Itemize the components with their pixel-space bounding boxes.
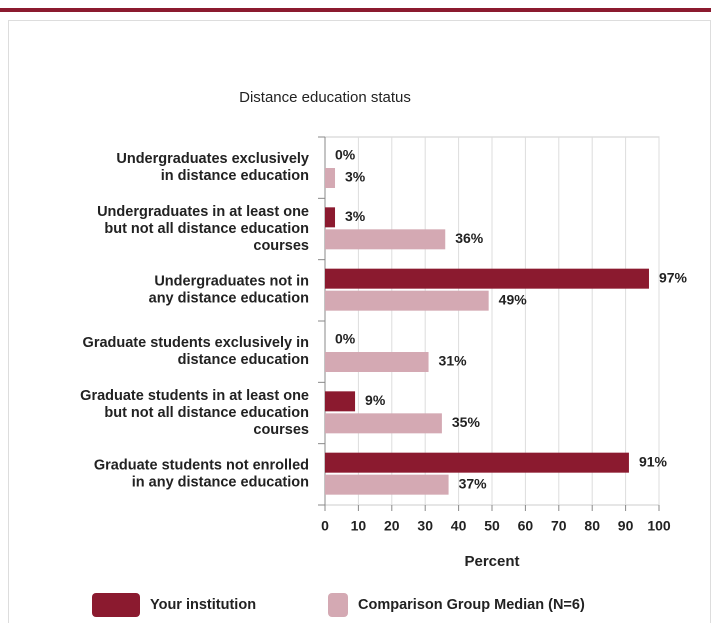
x-tick-label: 70	[551, 518, 567, 534]
legend-label: Your institution	[150, 597, 256, 613]
value-label: 91%	[639, 453, 668, 469]
y-tick-label: in any distance education	[132, 475, 309, 491]
y-tick-label: Graduate students exclusively in	[83, 335, 309, 351]
bar	[325, 229, 446, 250]
legend-swatch	[92, 593, 140, 617]
y-tick-label: but not all distance education	[104, 221, 309, 237]
chart-title: Distance education status	[239, 89, 411, 106]
x-tick-label: 30	[417, 518, 433, 534]
value-label: 36%	[455, 230, 484, 246]
bar	[325, 268, 649, 289]
y-tick-label: Undergraduates in at least one	[97, 204, 309, 220]
legend-swatch	[328, 593, 348, 617]
y-tick-label: courses	[253, 238, 309, 254]
value-label: 31%	[439, 353, 468, 369]
y-tick-label: any distance education	[149, 291, 309, 307]
bar	[325, 413, 442, 434]
x-tick-label: 100	[647, 518, 671, 534]
y-tick-label: but not all distance education	[104, 405, 309, 421]
value-label: 0%	[335, 331, 356, 347]
y-tick-label: Graduate students in at least one	[80, 388, 309, 404]
x-tick-label: 60	[518, 518, 534, 534]
bar	[325, 207, 336, 228]
x-tick-label: 80	[584, 518, 600, 534]
y-tick-label: Graduate students not enrolled	[94, 458, 309, 474]
value-label: 3%	[345, 208, 366, 224]
bar	[325, 391, 356, 412]
y-tick-label: Undergraduates not in	[154, 274, 309, 290]
x-tick-label: 50	[484, 518, 500, 534]
bar	[325, 168, 336, 188]
x-axis-label: Percent	[464, 553, 519, 570]
x-tick-label: 90	[618, 518, 634, 534]
top-bar	[0, 8, 711, 12]
y-tick-label: Undergraduates exclusively	[116, 151, 309, 167]
x-tick-label: 20	[384, 518, 400, 534]
legend-label: Comparison Group Median (N=6)	[358, 597, 585, 613]
bar	[325, 290, 489, 311]
x-tick-label: 0	[321, 518, 329, 534]
value-label: 49%	[499, 291, 528, 307]
y-tick-label: in distance education	[161, 168, 309, 184]
value-label: 0%	[335, 147, 356, 163]
value-label: 97%	[659, 269, 688, 285]
value-label: 35%	[452, 414, 481, 430]
bar	[325, 352, 429, 372]
x-tick-label: 10	[351, 518, 367, 534]
x-tick-label: 40	[451, 518, 467, 534]
value-label: 3%	[345, 169, 366, 185]
y-tick-label: distance education	[178, 352, 309, 368]
bar	[325, 474, 449, 495]
bar	[325, 452, 629, 473]
y-tick-label: courses	[253, 422, 309, 438]
value-label: 9%	[365, 392, 386, 408]
value-label: 37%	[459, 475, 488, 491]
